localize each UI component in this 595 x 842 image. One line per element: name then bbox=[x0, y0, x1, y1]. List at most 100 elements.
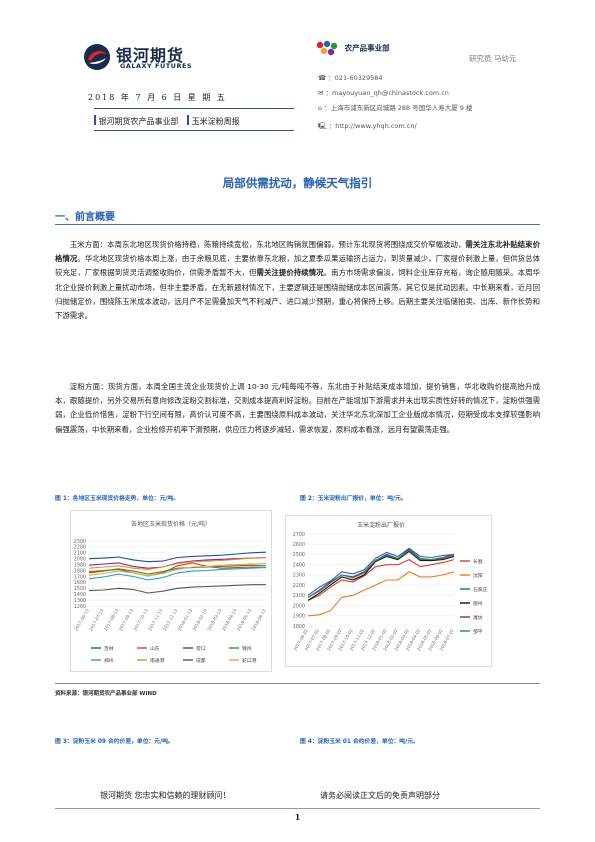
dept-line: 银河期货农产品事业部 玉米淀粉周报 bbox=[94, 115, 240, 127]
email-icon: ✉ ： bbox=[318, 89, 333, 97]
footer-divider bbox=[55, 808, 540, 809]
x-tick-label: 2018-01-13 bbox=[177, 608, 194, 632]
x-tick-label: 2017-09-13 bbox=[118, 608, 135, 632]
legend-label: 潍坊 bbox=[473, 614, 483, 621]
contact-email[interactable]: ✉ ：mayouyuan_qh@chinastock.com.cn bbox=[318, 87, 449, 97]
y-tick-label: 2300 bbox=[293, 573, 305, 579]
legend-label: 山东 bbox=[150, 645, 160, 652]
para-corn-bold-2: 需关注提价持续情况 bbox=[256, 268, 324, 278]
para-corn-text-3: 。南方市场需求偏淡，饲料企业库存充裕，询企随用随采。本周华北企业提价刺激上量扰动… bbox=[55, 268, 540, 321]
x-tick-label: 2017-11-13 bbox=[147, 608, 164, 632]
fig4-caption: 图 4：淀粉玉米 01 合约价差，单位：吨/元。 bbox=[300, 739, 419, 745]
phone-icon: ☎ ： bbox=[318, 74, 335, 82]
series-line bbox=[307, 547, 455, 596]
legend-label: 锦州 bbox=[242, 645, 252, 652]
x-tick-label: 2018-03-13 bbox=[206, 608, 223, 632]
legend-label: 长春 bbox=[473, 558, 483, 565]
y-tick-label: 1600 bbox=[74, 580, 86, 586]
y-tick-label: 1900 bbox=[293, 614, 305, 620]
y-tick-label: 2500 bbox=[293, 552, 305, 558]
address-value: 上海市浦东新区向城路 288 号国华人寿大厦 9 楼 bbox=[330, 104, 473, 112]
report-title: 局部供需扰动，静候天气指引 bbox=[222, 176, 373, 190]
logo-text-cn: 银河期货 bbox=[116, 46, 185, 65]
para-corn-text-2: 。华北地区现货价格本周上涨，由于余粮见底，主要依靠东北粮，加之夏季瓜果运输挤占运… bbox=[55, 254, 540, 278]
phone-value: 021-60329584 bbox=[334, 74, 383, 82]
section-divider bbox=[55, 224, 540, 225]
y-tick-label: 2600 bbox=[293, 542, 305, 548]
x-tick-label: 2017-07-13 bbox=[88, 608, 105, 632]
chart1-svg: 各地区玉米现货价格（元/吨） 12001300140015001600170018… bbox=[73, 520, 267, 664]
contact-org: 农产品事业部 bbox=[314, 40, 454, 56]
series-line bbox=[88, 556, 267, 569]
contact-website[interactable]: 🖳 ：http://www.yhqh.com.cn/ bbox=[318, 120, 417, 133]
x-tick-label: 2017-10-13 bbox=[132, 608, 149, 632]
contact-block: 农产品事业部 研究员 马幼元 ☎ ：021-60329584 ✉ ：mayouy… bbox=[314, 40, 564, 140]
galaxy-logo-icon bbox=[84, 44, 110, 70]
legend-label: 吉林 bbox=[104, 645, 114, 652]
y-tick-label: 1200 bbox=[74, 604, 86, 610]
x-tick-label: 2017-06-13 bbox=[73, 608, 90, 632]
fig3-caption: 图 3：淀粉玉米 09 合约价差，单位：元/吨。 bbox=[55, 739, 174, 745]
legend-label: 蛇口港 bbox=[242, 657, 257, 664]
data-source: 资料来源：银河期货农产品事业部 WIND bbox=[55, 691, 157, 697]
header-divider-top bbox=[94, 108, 294, 109]
email-value[interactable]: mayouyuan_qh@chinastock.com.cn bbox=[332, 89, 449, 97]
legend-label: 郑州 bbox=[104, 657, 114, 664]
y-tick-label: 2400 bbox=[293, 562, 305, 568]
address-icon: ⌂ ： bbox=[318, 104, 331, 112]
chart-corn-spot: 各地区玉米现货价格（元/吨） 1200 1300 1400 1500 1600 1700 18… bbox=[70, 510, 272, 672]
x-tick-label: 2017-08-13 bbox=[103, 608, 120, 632]
contact-phone: ☎ ：021-60329584 bbox=[318, 72, 383, 82]
chart-starch-price: 玉米淀粉出厂报价 1800 1900 2000 2100 2200 2300 2400 2500… bbox=[285, 515, 492, 667]
report-date: 2018 年 7 月 6 日 星 期 五 bbox=[88, 93, 227, 102]
dept-name: 银河期货农产品事业部 bbox=[98, 117, 179, 126]
agri-dept-icon bbox=[316, 40, 338, 56]
legend-label: 成都 bbox=[196, 657, 206, 664]
paragraph-starch: 淀粉方面：现货方面，本周全国主流企业现货价上调 10-30 元/吨每吨不等，东北… bbox=[55, 382, 540, 434]
y-tick-label: 2000 bbox=[293, 603, 305, 609]
contact-org-label: 农产品事业部 bbox=[344, 43, 390, 53]
legend-label: 沈阳 bbox=[473, 572, 483, 579]
y-tick-label: 1400 bbox=[74, 592, 86, 598]
paragraph-corn: 玉米方面：本周东北地区现货价格持稳，陈粮持续宽松，东北地区购销氛围偏弱，预计东北… bbox=[55, 238, 540, 323]
section-heading: 一、前言概要 bbox=[55, 212, 115, 223]
series-line bbox=[88, 562, 267, 577]
series-line bbox=[307, 549, 455, 598]
y-tick-label: 1700 bbox=[74, 574, 86, 580]
series-line bbox=[88, 564, 267, 575]
y-tick-label: 2000 bbox=[74, 557, 86, 563]
header-divider-bottom bbox=[94, 130, 294, 131]
y-tick-label: 1300 bbox=[74, 598, 86, 604]
bar-marker bbox=[187, 115, 190, 125]
report-name: 玉米淀粉周报 bbox=[191, 117, 240, 126]
series-line bbox=[307, 548, 455, 598]
legend-label: 营口 bbox=[196, 645, 206, 652]
web-icon: 🖳 ： bbox=[318, 122, 336, 130]
series-line bbox=[307, 558, 455, 601]
footer-disclaimer[interactable]: 请务必阅读正文后的免责声明部分 bbox=[320, 791, 440, 800]
x-tick-label: 2018-05-13 bbox=[236, 608, 253, 632]
x-tick-label: 2017-12-13 bbox=[162, 608, 179, 632]
website-value[interactable]: http://www.yhqh.com.cn/ bbox=[335, 122, 417, 130]
para-corn-text-1: 玉米方面：本周东北地区现货价格持稳，陈粮持续宽松，东北地区购销氛围偏弱，预计东北… bbox=[69, 240, 466, 249]
y-tick-label: 2200 bbox=[293, 583, 305, 589]
contact-address: ⌂ ：上海市浦东新区向城路 288 号国华人寿大厦 9 楼 bbox=[318, 102, 473, 112]
y-tick-label: 2200 bbox=[74, 545, 86, 551]
y-tick-label: 2700 bbox=[293, 532, 305, 538]
y-tick-label: 2300 bbox=[74, 539, 86, 545]
x-tick-label: 2018-02-13 bbox=[191, 608, 208, 632]
legend-label: 石家庄 bbox=[473, 586, 488, 593]
y-tick-label: 1900 bbox=[74, 562, 86, 568]
source-divider bbox=[55, 683, 540, 684]
y-tick-label: 1800 bbox=[74, 568, 86, 574]
y-tick-label: 1800 bbox=[293, 624, 305, 630]
legend-label: 邹平 bbox=[473, 628, 483, 635]
x-tick-label: 2018-06-13 bbox=[250, 608, 267, 632]
legend-label: 德州 bbox=[473, 600, 483, 607]
series-line bbox=[88, 562, 267, 577]
y-tick-label: 2100 bbox=[293, 593, 305, 599]
page-number: 1 bbox=[294, 812, 301, 822]
series-line bbox=[88, 551, 267, 563]
footer-slogan: 银河期货 您忠实和信赖的理财顾问！ bbox=[100, 791, 231, 800]
series-line bbox=[88, 567, 267, 581]
